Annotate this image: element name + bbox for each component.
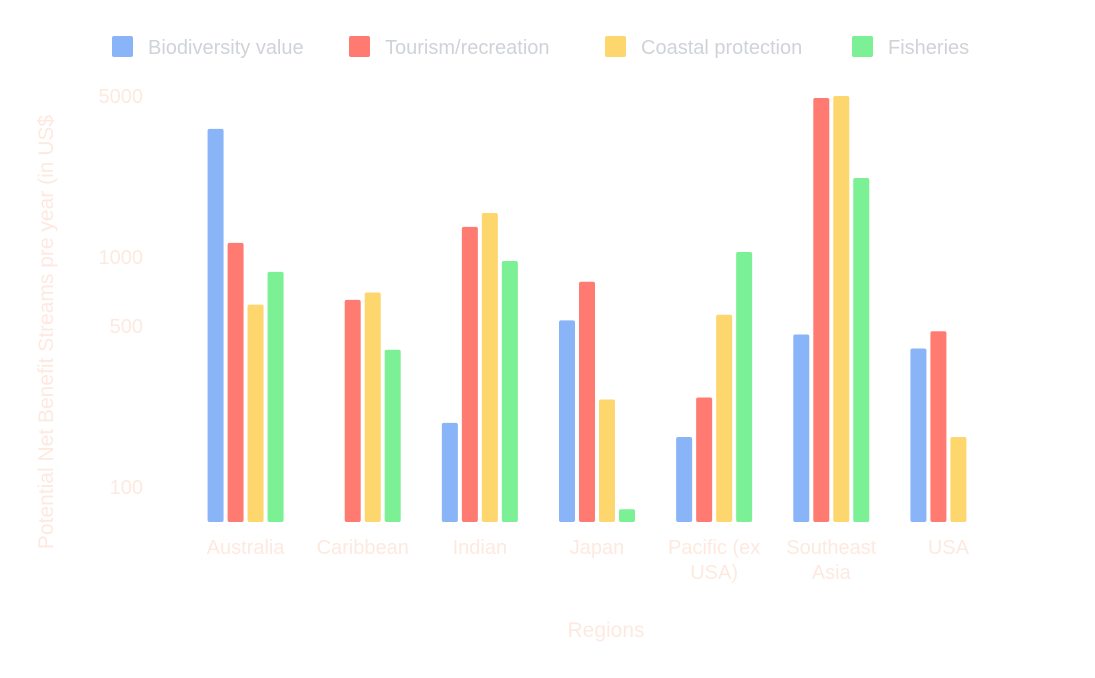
bar-southeast-asia-fisheries	[853, 178, 870, 522]
x-tick-label-japan: Japan	[570, 537, 625, 559]
bar-indian-fisheries	[501, 260, 518, 522]
legend-swatch-tourism-recreation	[349, 36, 370, 57]
x-tick-label-caribbean: Caribbean	[317, 537, 409, 559]
bar-pacific-ex-usa-tourism-recreation	[696, 397, 713, 522]
bar-pacific-ex-usa-coastal-protection	[716, 314, 733, 522]
bar-japan-fisheries	[619, 509, 635, 522]
x-tick-label-indian: Indian	[453, 537, 508, 559]
bar-caribbean-tourism-recreation	[344, 299, 361, 522]
x-tick-label-usa: USA	[928, 537, 970, 559]
bar-usa-coastal-protection	[950, 436, 967, 522]
bar-japan-coastal-protection	[599, 399, 615, 522]
legend-label-fisheries: Fisheries	[888, 37, 969, 59]
legend-swatch-biodiversity-value	[112, 36, 133, 57]
legend-label-tourism-recreation: Tourism/recreation	[385, 37, 550, 59]
bar-indian-biodiversity-value	[441, 422, 458, 522]
bar-indian-tourism-recreation	[461, 226, 478, 523]
bar-australia-fisheries	[267, 271, 284, 522]
legend-label-coastal-protection: Coastal protection	[641, 37, 802, 59]
y-tick-label-5000: 5000	[99, 86, 144, 108]
y-axis-title: Potential Net Benefit Streams pre year (…	[35, 115, 58, 550]
legend: Biodiversity value Tourism/recreation Coas…	[112, 36, 969, 59]
legend-label-biodiversity-value: Biodiversity value	[148, 37, 304, 59]
bar-pacific-ex-usa-fisheries	[736, 251, 753, 522]
x-tick-label-pacific-ex-usa: Pacific (ex USA)	[668, 537, 760, 584]
bar-usa-biodiversity-value	[910, 348, 927, 522]
legend-swatch-fisheries	[852, 36, 873, 57]
y-tick-label-100: 100	[110, 477, 143, 499]
bar-pacific-ex-usa-biodiversity-value	[676, 436, 693, 522]
x-axis: Australia Caribbean Indian Japan Pacific (ex…	[207, 537, 970, 584]
bars	[207, 96, 967, 523]
bar-southeast-asia-biodiversity-value	[793, 334, 810, 522]
bar-southeast-asia-tourism-recreation	[813, 98, 830, 522]
bar-australia-coastal-protection	[247, 304, 264, 522]
bar-japan-biodiversity-value	[559, 320, 575, 522]
y-axis: 100 500 1000 5000	[99, 86, 144, 499]
x-tick-label-australia: Australia	[207, 537, 286, 559]
bar-caribbean-fisheries	[384, 349, 401, 522]
legend-swatch-coastal-protection	[605, 36, 626, 57]
bar-japan-tourism-recreation	[579, 281, 595, 522]
bar-australia-tourism-recreation	[227, 242, 244, 522]
bar-indian-coastal-protection	[481, 213, 498, 522]
y-tick-label-500: 500	[110, 316, 143, 338]
y-tick-label-1000: 1000	[99, 247, 144, 269]
bar-caribbean-coastal-protection	[364, 292, 381, 522]
x-axis-title: Regions	[567, 619, 644, 642]
bar-southeast-asia-coastal-protection	[833, 96, 850, 522]
bar-australia-biodiversity-value	[207, 128, 224, 522]
bar-usa-tourism-recreation	[930, 331, 947, 522]
x-tick-label-southeast-asia: Southeast Asia	[786, 537, 877, 584]
